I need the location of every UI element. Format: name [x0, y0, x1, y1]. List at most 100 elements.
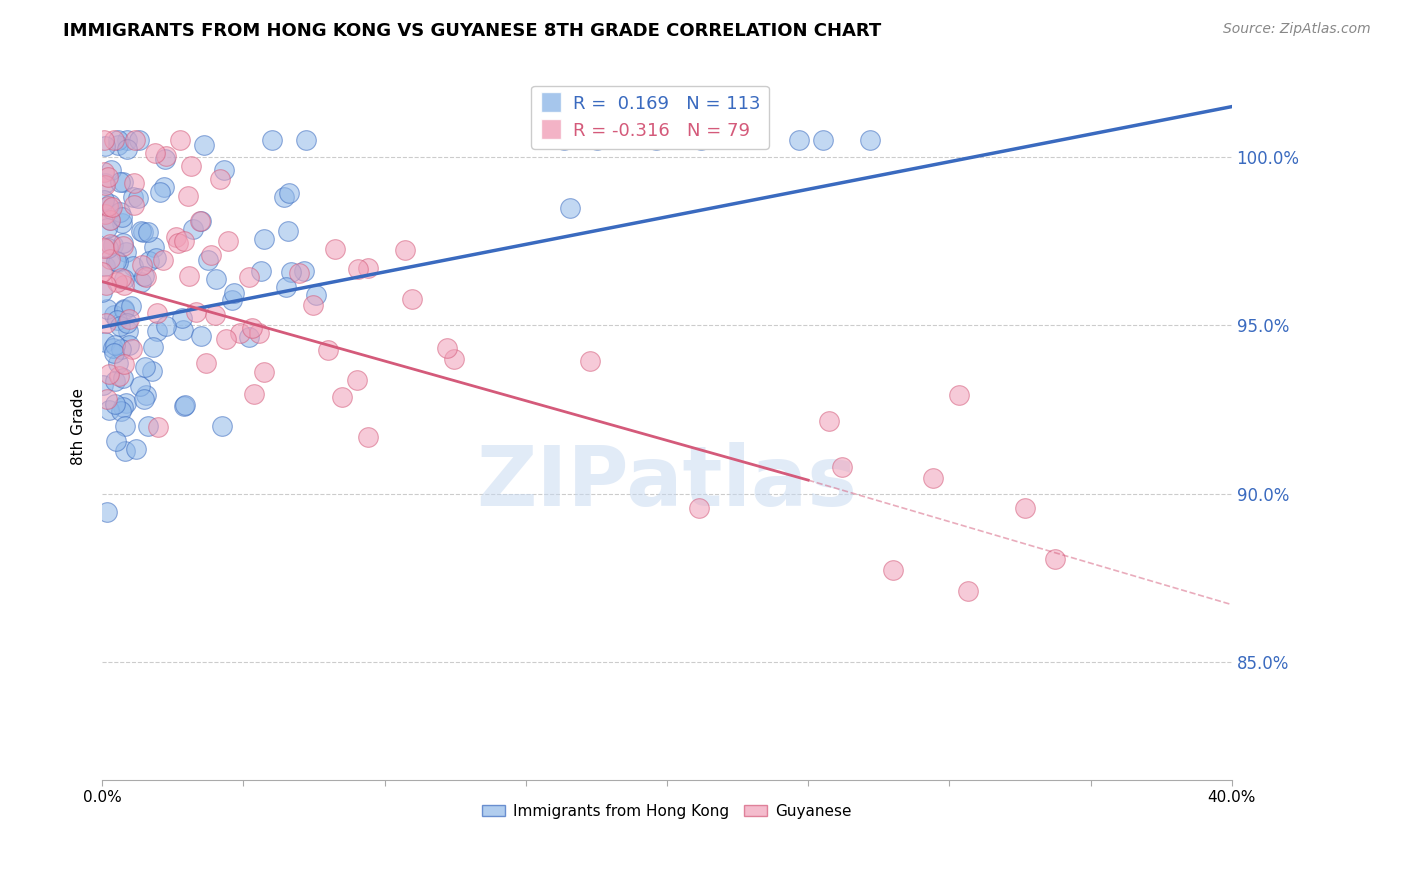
Point: [165, 230, 187, 244]
Point: [153, 152, 176, 166]
Point: [107, 254, 129, 268]
Point: [305, 288, 328, 302]
Point: [93, 193, 115, 207]
Point: [117, 133, 139, 147]
Point: [124, 133, 146, 147]
Point: [112, 278, 135, 293]
Point: [98, 236, 121, 251]
Point: [229, 326, 252, 340]
Point: [141, 364, 163, 378]
Point: [146, 324, 169, 338]
Point: [262, 133, 284, 147]
Y-axis label: 8th Grade: 8th Grade: [72, 388, 86, 465]
Point: [394, 243, 416, 257]
Point: [93, 241, 115, 255]
Point: [94, 206, 117, 220]
Point: [96, 392, 118, 407]
Point: [204, 308, 226, 322]
Point: [120, 299, 142, 313]
Point: [357, 261, 380, 276]
Point: [277, 186, 299, 200]
Point: [114, 419, 136, 434]
Point: [956, 583, 979, 598]
Point: [173, 235, 195, 249]
Point: [197, 252, 219, 267]
Point: [179, 269, 201, 284]
Point: [190, 214, 212, 228]
Point: [167, 236, 190, 251]
Point: [93, 165, 115, 179]
Point: [111, 400, 134, 414]
Point: [688, 501, 710, 516]
Point: [301, 298, 323, 312]
Point: [127, 191, 149, 205]
Point: [111, 210, 134, 224]
Point: [238, 329, 260, 343]
Point: [249, 264, 271, 278]
Text: IMMIGRANTS FROM HONG KONG VS GUYANESE 8TH GRADE CORRELATION CHART: IMMIGRANTS FROM HONG KONG VS GUYANESE 8T…: [63, 22, 882, 40]
Point: [146, 305, 169, 319]
Point: [103, 346, 125, 360]
Point: [128, 133, 150, 147]
Point: [787, 133, 810, 147]
Point: [330, 390, 353, 404]
Point: [1014, 500, 1036, 515]
Point: [155, 319, 177, 334]
Point: [195, 355, 218, 369]
Point: [132, 392, 155, 406]
Point: [181, 222, 204, 236]
Point: [105, 275, 128, 289]
Point: [136, 419, 159, 434]
Point: [135, 388, 157, 402]
Point: [112, 371, 135, 385]
Point: [104, 374, 127, 388]
Point: [111, 236, 134, 251]
Point: [105, 434, 128, 448]
Point: [443, 352, 465, 367]
Text: Source: ZipAtlas.com: Source: ZipAtlas.com: [1223, 22, 1371, 37]
Point: [346, 373, 368, 387]
Point: [112, 272, 135, 286]
Point: [111, 216, 134, 230]
Point: [117, 324, 139, 338]
Point: [98, 252, 121, 267]
Point: [104, 253, 127, 268]
Point: [112, 303, 135, 318]
Point: [142, 240, 165, 254]
Point: [948, 388, 970, 402]
Point: [177, 189, 200, 203]
Point: [104, 338, 127, 352]
Point: [91, 285, 114, 300]
Point: [222, 286, 245, 301]
Point: [112, 301, 135, 316]
Point: [96, 221, 118, 235]
Point: [93, 335, 115, 350]
Point: [211, 419, 233, 434]
Point: [100, 202, 122, 217]
Point: [121, 190, 143, 204]
Point: [818, 414, 841, 428]
Point: [98, 213, 121, 227]
Point: [110, 319, 132, 334]
Point: [142, 341, 165, 355]
Point: [221, 293, 243, 308]
Point: [103, 133, 125, 147]
Point: [91, 377, 114, 392]
Point: [152, 253, 174, 268]
Point: [323, 242, 346, 256]
Point: [122, 259, 145, 273]
Point: [125, 442, 148, 456]
Point: [112, 239, 135, 253]
Point: [134, 359, 156, 374]
Point: [110, 175, 132, 189]
Point: [190, 329, 212, 343]
Point: [153, 180, 176, 194]
Point: [94, 139, 117, 153]
Point: [96, 278, 118, 293]
Point: [136, 225, 159, 239]
Point: [118, 338, 141, 352]
Point: [214, 332, 236, 346]
Point: [578, 353, 600, 368]
Point: [98, 367, 121, 381]
Point: [97, 169, 120, 184]
